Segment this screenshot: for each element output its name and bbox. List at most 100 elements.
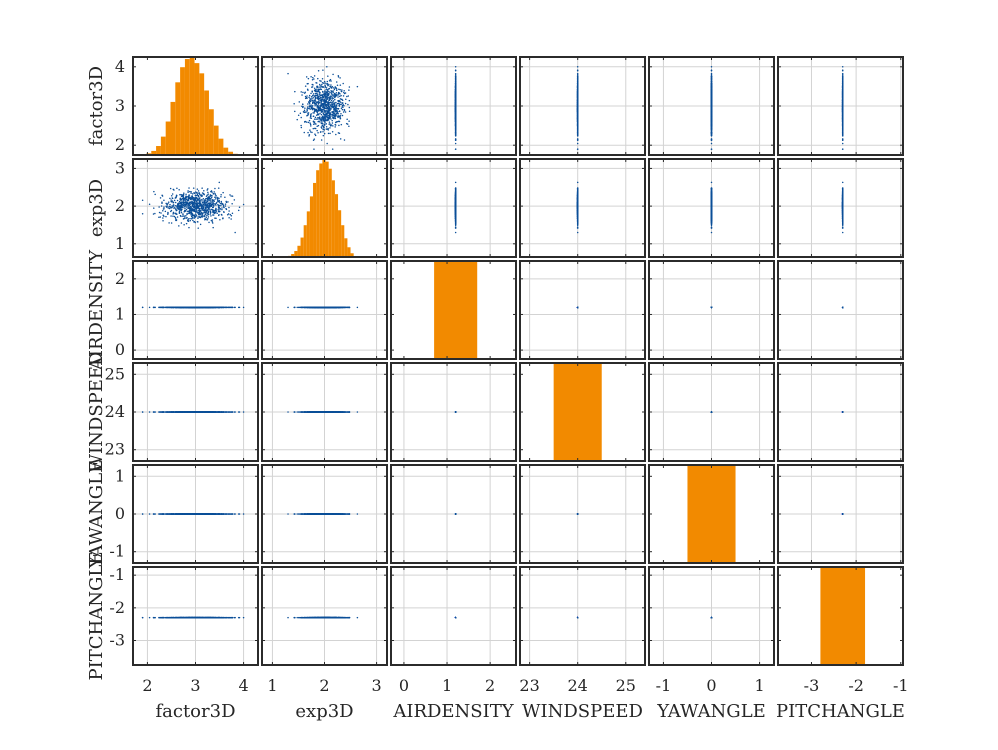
scatter-point xyxy=(455,121,457,123)
scatter-point xyxy=(313,97,315,99)
scatter-point xyxy=(455,66,457,68)
scatter-point xyxy=(318,70,320,72)
scatter-point xyxy=(711,110,713,112)
scatter-point xyxy=(308,112,310,114)
scatter-point xyxy=(329,105,331,107)
scatter-point xyxy=(324,111,326,113)
scatter-point xyxy=(325,100,327,102)
scatter-point xyxy=(343,90,345,92)
scatter-point xyxy=(311,117,313,119)
scatter-point xyxy=(711,105,713,107)
scatter-point xyxy=(455,125,457,127)
scatter-point xyxy=(313,78,315,80)
scatter-point xyxy=(348,126,350,128)
scatter-point xyxy=(312,101,314,103)
scatter-point xyxy=(357,86,359,88)
scatter-point xyxy=(577,123,579,125)
scatter-point xyxy=(342,109,344,111)
scatter-point xyxy=(294,91,296,93)
scatter-point xyxy=(314,102,316,104)
scatter-point xyxy=(340,95,342,97)
scatter-point xyxy=(341,91,343,93)
scatter-point xyxy=(335,118,337,120)
scatter-point xyxy=(313,124,315,126)
scatter-point xyxy=(308,101,310,103)
scatter-point xyxy=(711,123,713,125)
scatter-point xyxy=(312,77,314,79)
scatter-point xyxy=(328,129,330,131)
scatter-point xyxy=(307,106,309,108)
scatter-point xyxy=(330,97,332,99)
scatter-point xyxy=(336,105,338,107)
scatter-point xyxy=(312,105,314,107)
scatter-point xyxy=(339,111,341,113)
scatter-point xyxy=(344,109,346,111)
scatter-point xyxy=(329,115,331,117)
scatter-point xyxy=(332,111,334,113)
scatter-point xyxy=(336,88,338,90)
scatter-point xyxy=(327,101,329,103)
scatter-point xyxy=(321,89,323,91)
scatter-point xyxy=(711,140,713,142)
scatter-point xyxy=(324,129,326,131)
scatter-point xyxy=(326,83,328,85)
scatter-point xyxy=(333,117,335,119)
histogram-bar xyxy=(195,63,200,155)
scatter-point xyxy=(314,128,316,130)
scatter-point xyxy=(316,112,318,114)
scatter-point xyxy=(324,108,326,110)
scatter-point xyxy=(341,124,343,126)
scatter-point xyxy=(324,86,326,88)
scatter-point xyxy=(455,103,457,105)
scatter-point xyxy=(339,117,341,119)
scatter-point xyxy=(577,66,579,68)
scatter-point xyxy=(577,115,579,117)
scatter-point xyxy=(343,111,345,113)
scatter-point xyxy=(332,131,334,133)
scatter-point xyxy=(325,113,327,115)
scatter-point xyxy=(300,117,302,119)
scatter-point xyxy=(330,84,332,86)
scatter-point xyxy=(298,115,300,117)
scatter-point xyxy=(324,92,326,94)
scatter-point xyxy=(317,78,319,80)
scatter-point xyxy=(577,81,579,83)
scatter-point xyxy=(333,107,335,109)
scatter-point xyxy=(293,103,295,105)
scatter-point xyxy=(336,115,338,117)
scatter-point xyxy=(327,75,329,77)
scatter-point xyxy=(455,89,457,91)
scatter-point xyxy=(337,117,339,119)
scatter-point xyxy=(577,103,579,105)
scatter-point xyxy=(347,104,349,106)
scatter-point xyxy=(323,114,325,116)
scatter-point xyxy=(455,74,457,76)
scatter-point xyxy=(455,123,457,125)
scatter-point xyxy=(338,125,340,127)
scatter-point xyxy=(326,92,328,94)
scatter-point xyxy=(308,78,310,80)
scatter-point xyxy=(577,91,579,93)
scatter-point xyxy=(577,74,579,76)
scatter-point xyxy=(317,114,319,116)
scatter-point xyxy=(711,66,713,68)
scatter-point xyxy=(307,89,309,91)
scatter-point xyxy=(326,119,328,121)
scatter-point xyxy=(455,132,457,134)
scatter-point xyxy=(711,125,713,127)
scatter-point xyxy=(577,69,579,71)
scatter-point xyxy=(315,101,317,103)
scatter-point xyxy=(342,83,344,85)
scatter-point xyxy=(325,108,327,110)
scatter-point xyxy=(323,113,325,115)
scatter-point xyxy=(349,111,351,113)
scatter-point xyxy=(335,134,337,136)
scatter-point xyxy=(577,138,579,140)
scatter-point xyxy=(314,121,316,123)
y-tick-label: 2 xyxy=(115,135,125,154)
scatter-point xyxy=(331,93,333,95)
scatter-point xyxy=(324,122,326,124)
scatter-point xyxy=(323,97,325,99)
scatter-point xyxy=(323,104,325,106)
